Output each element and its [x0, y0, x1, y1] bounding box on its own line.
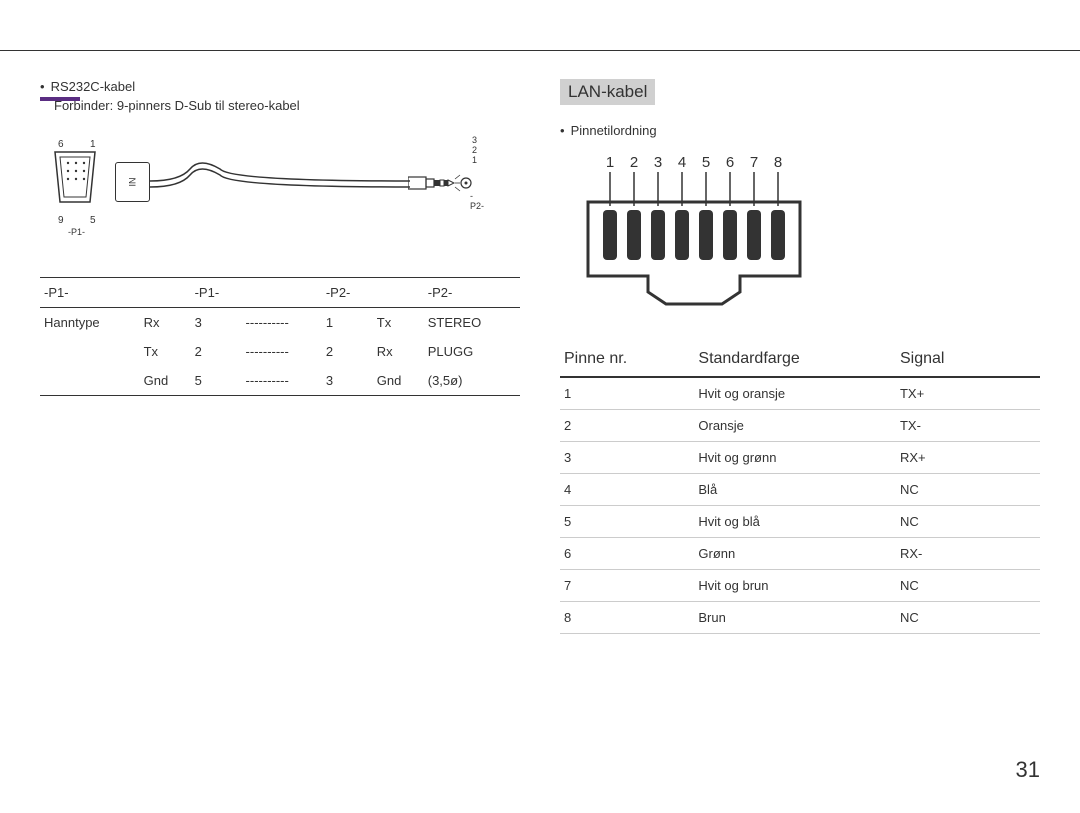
- rs232-subtext: Forbinder: 9-pinners D-Sub til stereo-ka…: [54, 98, 520, 113]
- hdr-signal: Signal: [896, 342, 1040, 377]
- lan-bullet: Pinnetilordning: [560, 123, 1040, 138]
- hdr-p1a: -P1-: [40, 278, 140, 308]
- jack-1: 1: [472, 155, 477, 165]
- left-column: RS232C-kabel Forbinder: 9-pinners D-Sub …: [40, 79, 520, 634]
- p1-label: -P1-: [68, 227, 85, 237]
- table-row: Gnd 5 ---------- 3 Gnd (3,5ø): [40, 366, 520, 396]
- lan-pinout-table: Pinne nr. Standardfarge Signal 1Hvit og …: [560, 342, 1040, 634]
- lan-bullet-text: Pinnetilordning: [571, 123, 657, 138]
- rs232-label: RS232C-kabel: [51, 79, 136, 94]
- hdr-color: Standardfarge: [694, 342, 896, 377]
- jack-icon: [408, 173, 478, 193]
- right-column: LAN-kabel Pinnetilordning 1 2 3 4 5 6 7 …: [560, 79, 1040, 634]
- pin-label-9: 9: [58, 215, 64, 226]
- pin-label-5: 5: [90, 215, 96, 226]
- jack-3: 3: [472, 135, 477, 145]
- page-number: 31: [1016, 757, 1040, 783]
- table-header-row: Pinne nr. Standardfarge Signal: [560, 342, 1040, 377]
- table-row: Hanntype Rx 3 ---------- 1 Tx STEREO: [40, 308, 520, 338]
- dsub-connector-icon: [50, 147, 120, 207]
- table-header-row: -P1- -P1- -P2- -P2-: [40, 278, 520, 308]
- rj45-diagram: 1 2 3 4 5 6 7 8: [580, 154, 820, 314]
- rs232-diagram: 6 1 9 5 -P1- IN: [40, 127, 480, 257]
- rj45-pin-numbers: 1 2 3 4 5 6 7 8: [604, 154, 784, 171]
- hdr-pin: Pinne nr.: [560, 342, 694, 377]
- table-row: 7Hvit og brunNC: [560, 570, 1040, 602]
- table-row: 6GrønnRX-: [560, 538, 1040, 570]
- table-row: Tx 2 ---------- 2 Rx PLUGG: [40, 337, 520, 366]
- lan-title: LAN-kabel: [560, 79, 655, 105]
- hdr-p1b: -P1-: [191, 278, 242, 308]
- table-row: 3Hvit og grønnRX+: [560, 442, 1040, 474]
- table-row: 4BlåNC: [560, 474, 1040, 506]
- rs232-bullet: RS232C-kabel: [40, 79, 520, 94]
- hdr-p2a: -P2-: [322, 278, 373, 308]
- table-row: 2OransjeTX-: [560, 410, 1040, 442]
- cable-curve-icon: [150, 159, 410, 199]
- jack-pin-labels: 3 2 1: [472, 135, 477, 165]
- table-row: 8BrunNC: [560, 602, 1040, 634]
- rj45-connector-icon: [580, 172, 812, 312]
- hdr-p2b: -P2-: [424, 278, 520, 308]
- header-rule: [0, 50, 1080, 51]
- rs232-pinout-table: -P1- -P1- -P2- -P2- Hanntype Rx 3 ------…: [40, 277, 520, 396]
- p2-label: -P2-: [470, 191, 484, 211]
- in-label: IN: [128, 178, 138, 187]
- in-connector: IN: [115, 162, 150, 202]
- content-columns: RS232C-kabel Forbinder: 9-pinners D-Sub …: [40, 79, 1040, 634]
- table-row: 5Hvit og blåNC: [560, 506, 1040, 538]
- table-row: 1Hvit og oransjeTX+: [560, 377, 1040, 410]
- jack-2: 2: [472, 145, 477, 155]
